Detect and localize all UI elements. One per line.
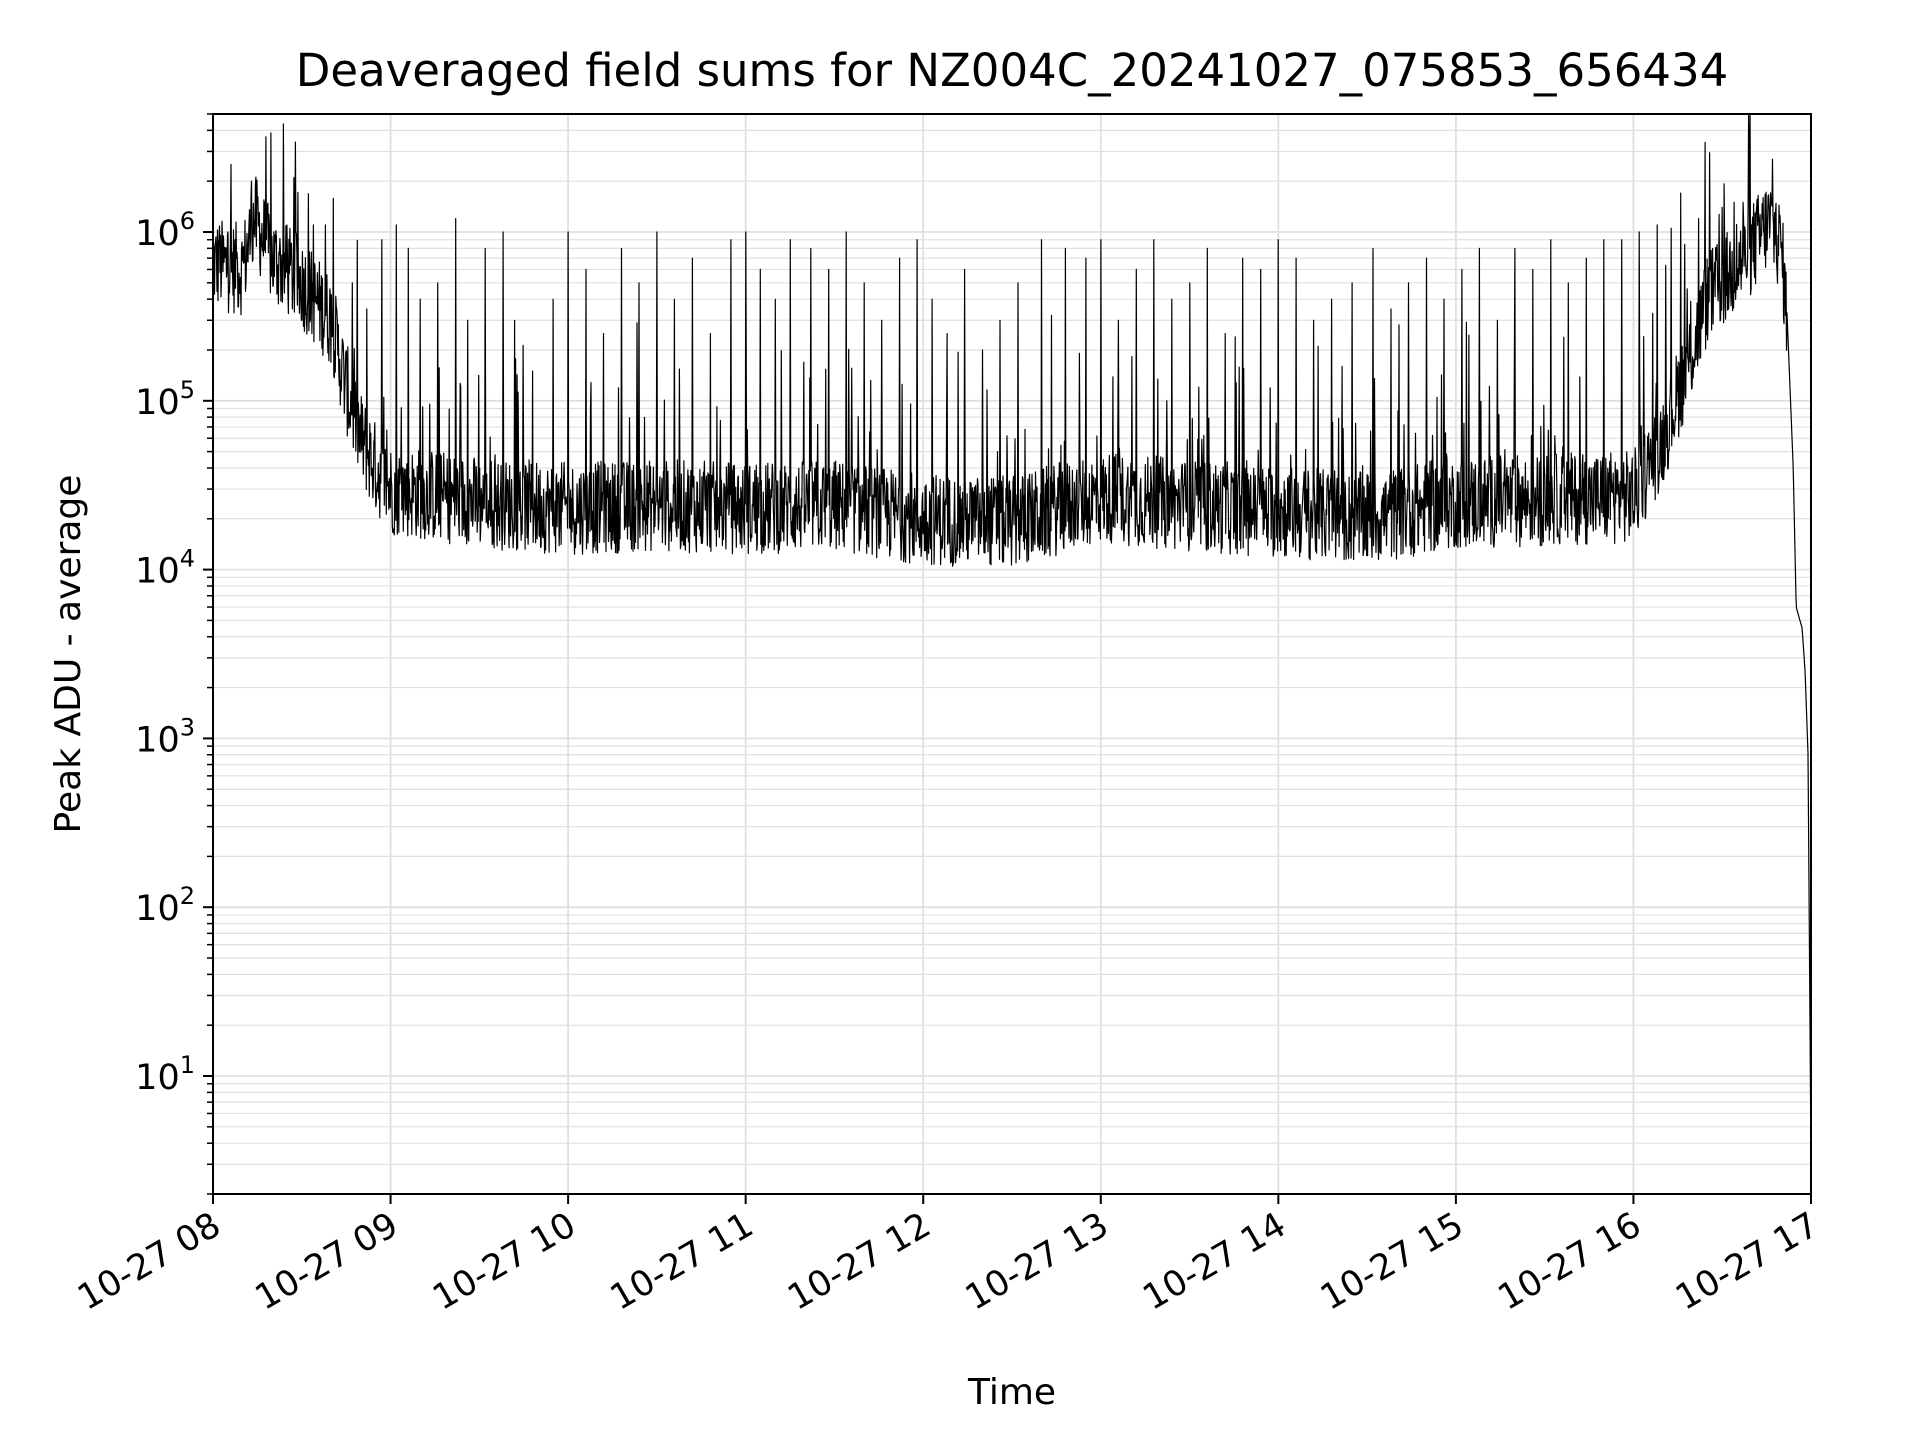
y-tick-label: 106: [135, 207, 195, 254]
y-tick-label: 104: [135, 545, 195, 592]
series-line: [212, 113, 1812, 1165]
y-tick-label: 101: [135, 1051, 195, 1098]
y-tick-label: 105: [135, 376, 195, 423]
axes-frame: [212, 113, 1812, 1195]
y-tick-label: 102: [135, 882, 195, 929]
plot-area: [212, 113, 1812, 1165]
y-axis-label: Peak ADU - average: [48, 475, 89, 834]
chart-title: Deaveraged field sums for NZ004C_2024102…: [296, 44, 1728, 97]
y-tick-label: 103: [135, 713, 195, 760]
y-axis: 101 102 103 104 105 106: [135, 113, 213, 1195]
x-axis-label: Time: [967, 1372, 1056, 1413]
